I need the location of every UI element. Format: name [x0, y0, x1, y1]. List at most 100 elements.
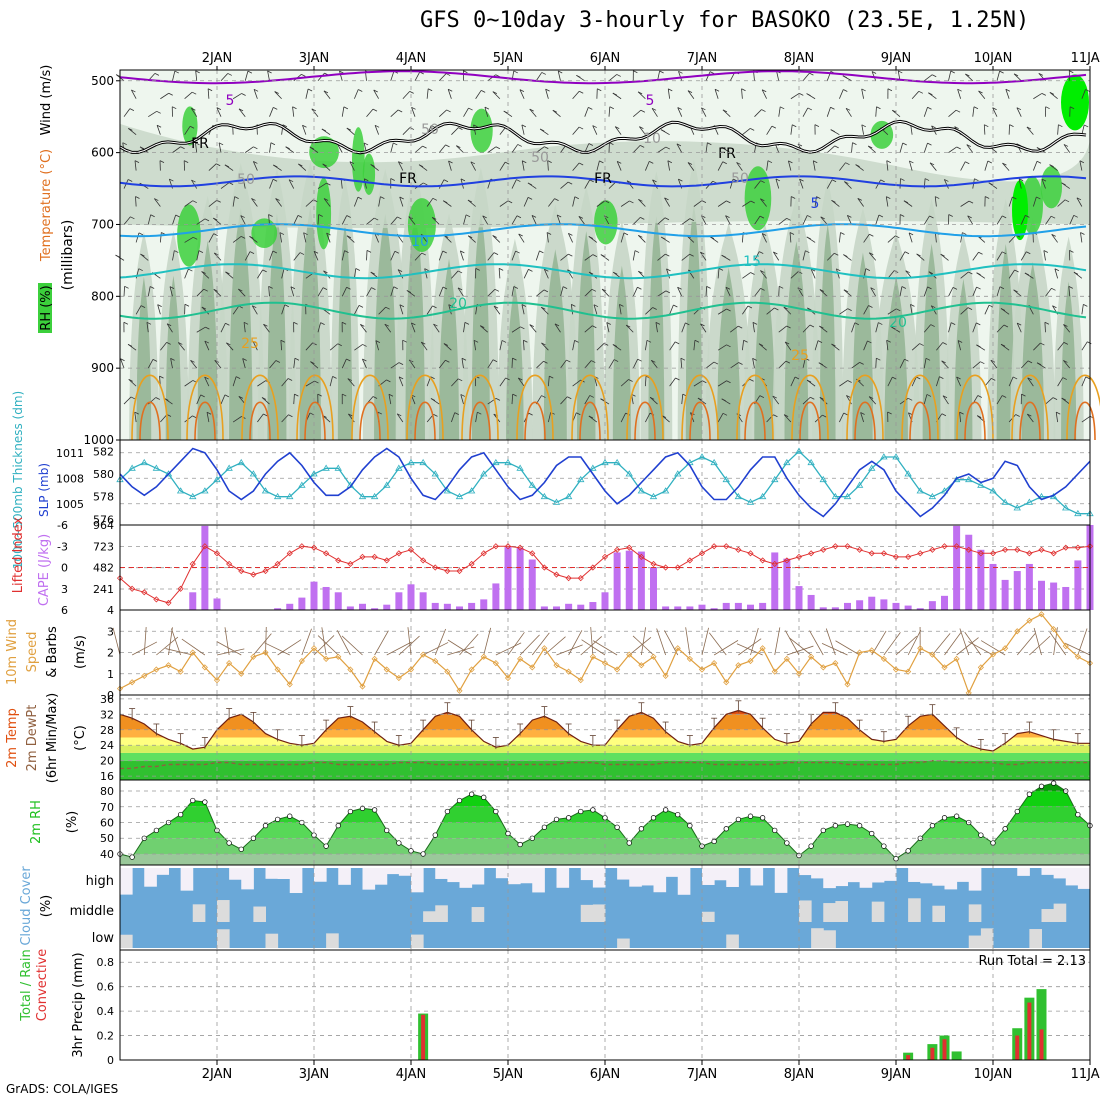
thickness-point — [977, 481, 985, 488]
cloud-gap — [799, 868, 812, 876]
wind10-barb — [656, 628, 667, 656]
rh-point — [347, 808, 354, 815]
thickness-point — [310, 470, 318, 477]
li-tick-label: 3 — [61, 583, 68, 596]
wind-barb — [513, 70, 518, 74]
wind-barb — [899, 142, 904, 153]
wind-barb — [802, 324, 811, 333]
wind-barb — [147, 286, 151, 297]
wind10-barb — [825, 628, 836, 656]
wind-barb — [908, 232, 914, 236]
wind-barb — [353, 268, 357, 279]
wind-barb — [130, 396, 136, 400]
wind-barb — [398, 161, 403, 165]
wind-barb — [948, 287, 954, 297]
wind-barb — [218, 142, 224, 146]
wind-barb — [758, 343, 767, 351]
wind-barb — [339, 71, 343, 81]
wind10-point — [880, 655, 887, 662]
wind-barb — [190, 360, 198, 369]
wind-barb — [875, 322, 879, 333]
wind-barb — [773, 251, 780, 261]
thickness-point — [771, 475, 779, 483]
wind-barb — [447, 89, 452, 99]
li-tick-label: -6 — [57, 519, 68, 532]
cloud-gap — [265, 933, 279, 948]
cloud-gap — [835, 868, 848, 887]
wind-barb — [443, 179, 449, 183]
top-date-label: 9JAN — [881, 51, 912, 66]
wind10-point — [832, 660, 839, 667]
cape-bar — [977, 549, 985, 610]
wind-barb — [184, 236, 194, 243]
thickness-point — [492, 458, 500, 466]
wind-barb — [657, 146, 667, 153]
wind-barb — [263, 324, 270, 333]
wind-barb — [1063, 360, 1071, 369]
wind-barb — [340, 178, 343, 189]
wind-barb — [966, 144, 971, 147]
wind-barb — [463, 214, 467, 225]
wind-barb — [346, 127, 355, 135]
wind-barb — [375, 340, 381, 343]
wind-barb — [244, 251, 251, 261]
wind-barb — [640, 109, 646, 113]
wind-barb — [347, 378, 352, 381]
wind-barb — [495, 398, 501, 401]
wind-barb — [783, 306, 789, 310]
cape-bar — [468, 602, 476, 610]
wind-barb — [923, 358, 927, 369]
wind-barb — [592, 254, 598, 257]
wind-barb — [207, 88, 213, 92]
wind-barb — [952, 287, 958, 290]
wind-barb — [887, 411, 892, 415]
wind-barb — [1087, 341, 1092, 345]
wind-barb — [942, 395, 949, 405]
wind-barb — [786, 325, 791, 329]
wind-barb — [208, 233, 214, 243]
wind-barb — [786, 217, 791, 221]
wind-barb — [446, 109, 451, 113]
li-point — [383, 557, 390, 564]
wind-barb — [196, 288, 205, 297]
wind-barb — [390, 251, 396, 261]
wind-barb — [1076, 197, 1082, 201]
thickness-point — [370, 492, 379, 500]
wind-barb — [931, 305, 936, 309]
wind-barb — [638, 235, 646, 243]
wind-barb — [323, 90, 329, 94]
wind-barb — [560, 181, 569, 189]
wind-barb — [448, 160, 453, 164]
rh-patch — [470, 108, 493, 153]
wind10-point — [480, 653, 487, 660]
wind-barb — [430, 398, 436, 401]
wind10-point — [577, 677, 584, 684]
wind-barb — [875, 106, 877, 117]
wind-barb — [899, 359, 905, 369]
wind-barb — [819, 289, 825, 292]
wind10-barb — [883, 632, 901, 656]
cape-bar — [395, 592, 403, 610]
wind-barb — [639, 126, 644, 130]
thickness-point — [577, 475, 585, 483]
wind10-barb — [171, 628, 182, 656]
cloud-gap — [823, 868, 836, 889]
wind-barb — [606, 322, 611, 325]
wind-barb — [941, 413, 947, 417]
wind-barb — [326, 182, 331, 186]
contour-30 — [744, 401, 766, 441]
wind-barb — [943, 179, 949, 189]
wind-barb — [649, 397, 658, 405]
wind-barb — [394, 250, 400, 254]
contour-30 — [304, 401, 326, 441]
wind-barb — [652, 179, 657, 183]
wind-barb — [644, 376, 647, 387]
wind-barb — [578, 216, 586, 225]
wind-barb — [859, 362, 864, 365]
wind-barb — [169, 178, 174, 182]
wind-barb — [460, 250, 465, 254]
wind-barb — [552, 109, 558, 113]
wind-barb — [792, 124, 797, 128]
wind-barb — [962, 232, 967, 235]
contour-label: 5 — [646, 93, 655, 109]
